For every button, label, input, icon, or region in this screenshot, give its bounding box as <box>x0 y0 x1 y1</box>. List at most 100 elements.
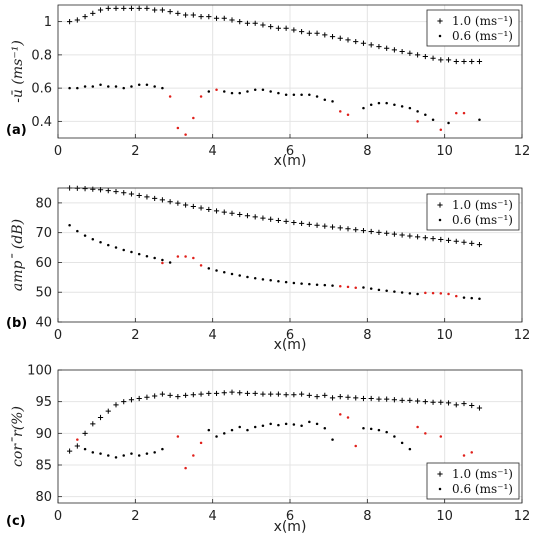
data-point-plus <box>322 32 328 38</box>
data-point-dot <box>431 118 435 121</box>
data-point-plus <box>175 200 181 206</box>
data-point-dot <box>408 447 412 451</box>
data-point-plus <box>399 232 405 238</box>
data-point-plus <box>376 396 382 402</box>
data-point-plus <box>391 397 397 403</box>
data-point-plus <box>244 213 251 219</box>
data-point-dot <box>470 451 473 454</box>
data-point-dot <box>300 282 303 285</box>
x-tick-label: 4 <box>209 509 217 524</box>
legend-box <box>426 9 520 47</box>
legend: 1.0 (ms⁻¹)0.6 (ms⁻¹) <box>426 462 520 500</box>
x-tick-label: 4 <box>209 328 217 343</box>
data-point-dot <box>192 256 195 260</box>
data-point-plus <box>314 30 320 36</box>
data-point-dot <box>122 454 125 457</box>
data-point-plus <box>399 48 405 55</box>
data-point-dot <box>246 90 249 93</box>
data-point-plus <box>237 19 243 25</box>
x-tick-label: 8 <box>363 144 371 159</box>
data-point-plus <box>82 430 88 436</box>
data-point-plus <box>306 221 312 227</box>
data-point-dot <box>284 93 288 97</box>
data-point-plus <box>159 197 165 203</box>
data-point-plus <box>183 392 189 398</box>
data-point-plus <box>206 14 212 20</box>
data-point-plus <box>422 399 428 405</box>
data-point-dot <box>253 88 257 92</box>
data-point-dot <box>91 451 95 454</box>
data-point-plus <box>206 206 212 213</box>
data-point-plus <box>453 402 459 408</box>
data-point-plus <box>376 229 382 235</box>
data-point-plus <box>190 203 196 210</box>
data-point-dot <box>107 454 110 457</box>
data-point-plus <box>368 395 374 402</box>
data-point-plus <box>260 391 266 397</box>
data-point-dot <box>362 106 365 110</box>
legend-plus-icon <box>437 18 443 24</box>
legend-label: 0.6 (ms⁻¹) <box>452 482 513 496</box>
data-point-plus <box>128 191 135 197</box>
y-axis-label: -ū (ms⁻¹) <box>10 40 26 103</box>
data-point-dot <box>455 111 458 115</box>
panel-a: 0 2 4 6 8 10 12 0.4 0.6 0.8 1 x(m) -ū (ms⁻¹) (a) 1.0 (… <box>6 4 530 169</box>
data-point-dot <box>68 86 71 90</box>
data-point-plus <box>322 223 328 229</box>
data-point-dot <box>323 98 327 102</box>
data-point-plus <box>190 12 196 18</box>
x-tick-label: 6 <box>286 144 294 159</box>
data-point-plus <box>314 394 320 400</box>
data-point-dot <box>424 432 427 435</box>
data-point-dot <box>393 435 396 438</box>
data-point-plus <box>67 448 73 454</box>
series-0.6-points <box>68 83 481 125</box>
data-point-dot <box>416 425 419 429</box>
data-point-plus <box>175 10 181 16</box>
data-point-plus <box>144 194 150 200</box>
data-point-dot <box>416 110 419 113</box>
data-point-plus <box>113 402 119 408</box>
data-point-plus <box>469 240 475 246</box>
data-point-plus <box>167 199 173 205</box>
data-point-plus <box>213 390 220 397</box>
data-point-dot <box>346 285 350 289</box>
data-point-plus <box>299 220 305 227</box>
data-point-plus <box>252 390 258 397</box>
data-point-dot <box>207 90 211 93</box>
data-point-dot <box>292 423 296 426</box>
data-point-plus <box>159 391 165 397</box>
legend-box <box>426 193 520 231</box>
data-point-dot <box>207 428 211 432</box>
data-point-dot <box>230 91 234 95</box>
data-point-plus <box>67 19 73 25</box>
data-point-dot <box>176 435 180 438</box>
data-point-dot <box>261 88 265 92</box>
data-point-dot <box>462 454 466 457</box>
data-point-plus <box>128 397 135 403</box>
data-point-plus <box>74 17 80 23</box>
data-point-dot <box>176 126 180 130</box>
data-point-dot <box>184 466 187 470</box>
data-point-dot <box>400 105 404 108</box>
data-point-plus <box>445 400 452 406</box>
data-point-dot <box>385 101 388 105</box>
data-point-plus <box>299 391 305 397</box>
data-point-dot <box>137 83 141 87</box>
x-tick-label: 2 <box>131 144 139 159</box>
data-point-dot <box>91 237 95 241</box>
data-point-plus <box>206 390 212 397</box>
y-tick-label: 50 <box>35 286 52 301</box>
legend-label: 1.0 (ms⁻¹) <box>452 14 513 28</box>
data-point-dot <box>385 289 388 292</box>
data-point-dot <box>269 279 272 282</box>
data-point-plus <box>198 391 204 397</box>
data-point-plus <box>82 14 88 20</box>
data-point-plus <box>144 394 150 400</box>
data-point-plus <box>167 392 173 398</box>
data-point-plus <box>291 219 297 226</box>
data-point-plus <box>445 57 452 63</box>
data-point-plus <box>283 218 289 224</box>
data-point-dot <box>99 240 102 244</box>
data-point-plus <box>453 238 459 244</box>
